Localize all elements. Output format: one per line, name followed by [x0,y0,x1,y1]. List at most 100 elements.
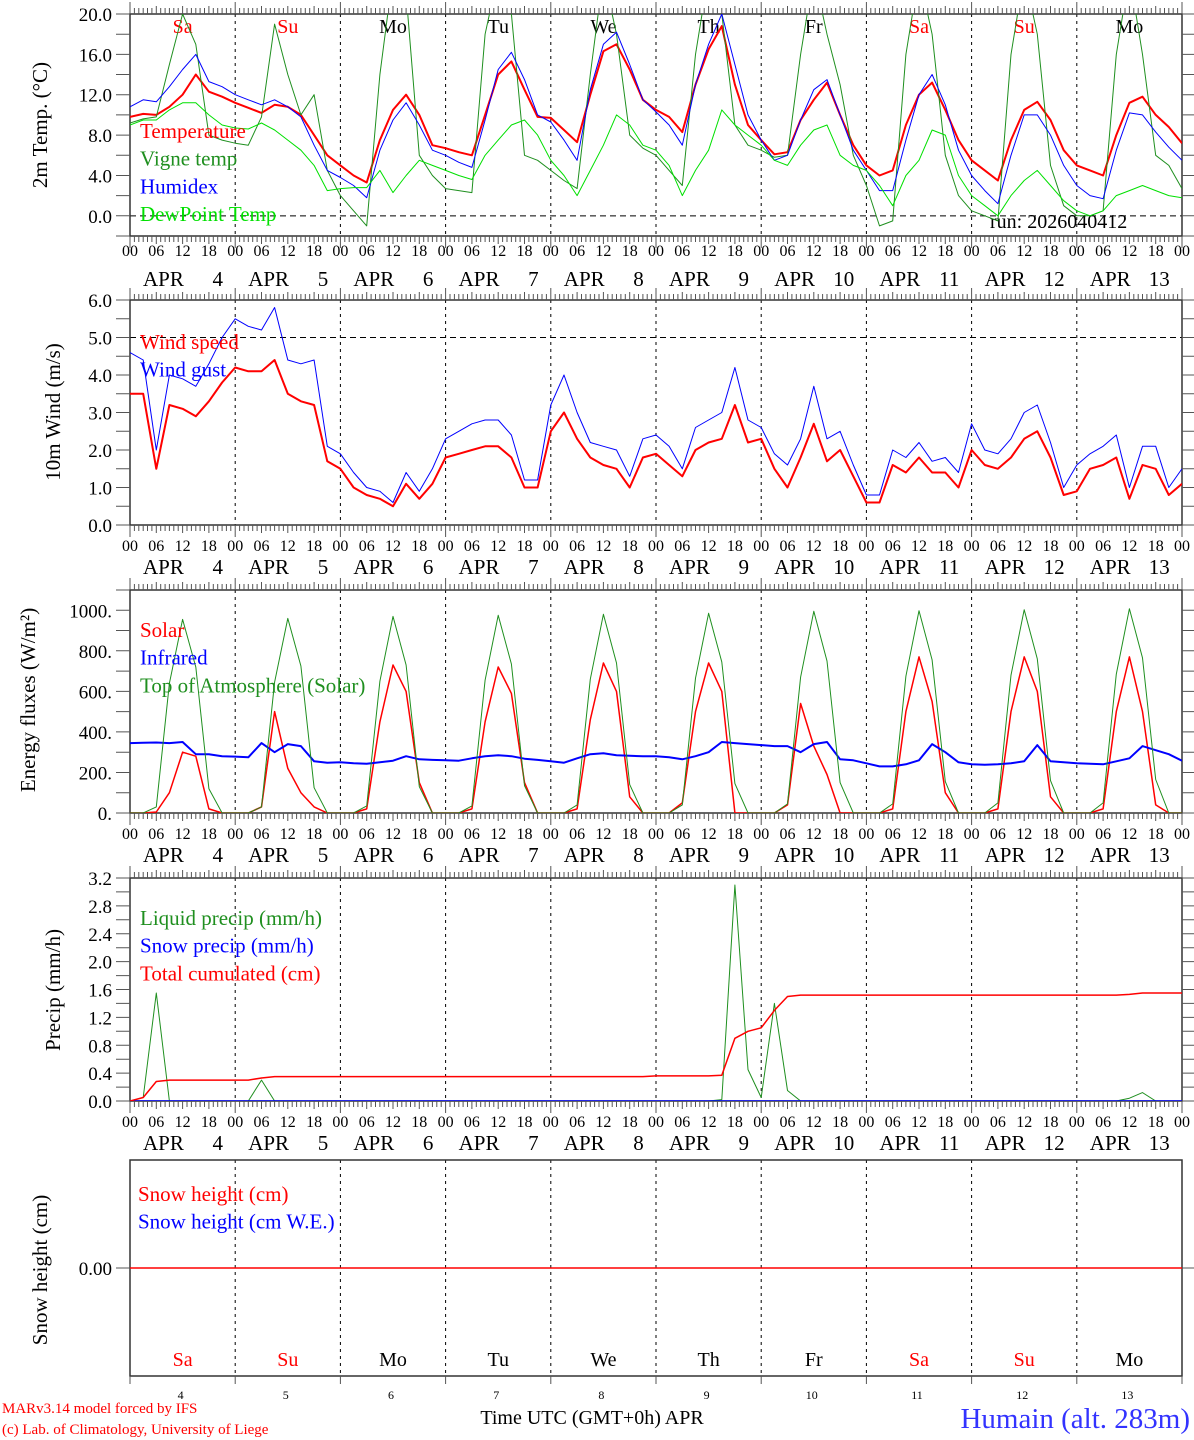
x-day-label: 6 [423,555,434,579]
x-day-label: 7 [528,555,539,579]
x-hour-label: 12 [490,538,506,555]
x-hour-label: 18 [201,826,217,843]
x-month-label: APR [353,555,394,579]
x-hour-label: 06 [464,1114,480,1131]
x-hour-label: 06 [359,1114,375,1131]
y-axis-ticks [116,877,1194,1102]
x-axis-ticks [129,2,1183,248]
legend-entry: Snow height (cm) [138,1182,288,1206]
x-hour-label: 06 [780,243,796,260]
legend-entry: Vigne temp [140,147,237,171]
x-hour-label: 06 [359,538,375,555]
series-line-wind-speed [130,359,1182,508]
y-tick-label: 4.0 [88,366,112,387]
x-hour-label: 18 [517,826,533,843]
x-month-label: APR [143,267,184,291]
y-axis-title: Energy fluxes (W/m²) [16,608,40,792]
series-line-wind-gust [130,307,1182,503]
x-hour-label: 18 [411,538,427,555]
x-day-label: 5 [318,843,329,867]
x-hour-label: 18 [306,243,322,260]
y-tick-label: 2.8 [88,897,112,918]
series-line-humidex [130,14,1182,205]
x-day-label: 8 [633,843,644,867]
x-month-label: APR [248,555,289,579]
x-month-label: APR [1090,267,1131,291]
y-tick-label: 0.0 [88,207,112,228]
x-hour-label: 12 [595,826,611,843]
x-hour-label: 12 [595,243,611,260]
x-month-label: APR [669,267,710,291]
x-month-label: APR [459,555,500,579]
x-hour-label: 00 [122,243,138,260]
x-month-label: APR [459,1131,500,1155]
station-label: Humain (alt. 283m) [960,1403,1190,1435]
x-day-label: 6 [388,1388,394,1402]
x-month-label: APR [248,267,289,291]
x-day-label: 5 [318,267,329,291]
x-hour-label: 00 [964,243,980,260]
y-axis-ticks [116,589,1194,814]
y-tick-label: 0.0 [88,516,112,537]
legend-entry: Total cumulated (cm) [140,961,320,985]
day-name-label: Su [277,1349,298,1371]
x-hour-label: 18 [517,243,533,260]
panel-5: 0.00 Snow height (cm) Sa 4 Su 5 Mo 6 Tu 7 We 8 Th 9 Fr… [28,1159,1194,1402]
x-hour-label: 12 [385,243,401,260]
x-day-label: 11 [939,843,959,867]
x-month-label: APR [353,267,394,291]
x-hour-label: 00 [1069,1114,1085,1131]
footer-credit: (c) Lab. of Climatology, University of L… [2,1422,269,1438]
x-day-label: 11 [911,1388,923,1402]
x-hour-label: 06 [254,538,270,555]
x-hour-label: 06 [359,243,375,260]
x-hour-label: 18 [727,1114,743,1131]
x-hour-label: 12 [911,243,927,260]
legend-entry: Solar [140,618,184,642]
y-tick-label: 2.0 [88,441,112,462]
x-day-label: 10 [833,555,854,579]
legend-entry: DewPoint Temp [140,202,276,226]
x-hour-label: 12 [175,538,191,555]
day-name-label: We [590,1349,616,1371]
x-hour-label: 00 [858,1114,874,1131]
x-axis-ticks [129,578,1183,825]
day-name-label: Mo [379,16,407,38]
x-month-label: APR [774,555,815,579]
y-tick-label: 8.0 [88,126,112,147]
x-hour-label: 00 [438,826,454,843]
x-month-label: APR [985,843,1026,867]
x-hour-label: 18 [937,826,953,843]
x-hour-label: 00 [1174,243,1190,260]
y-tick-label: 0. [98,804,112,825]
x-hour-label: 18 [1148,826,1164,843]
y-tick-label: 800. [79,642,112,663]
x-day-label: 11 [939,267,959,291]
x-hour-label: 06 [990,826,1006,843]
x-day-label: 6 [423,1131,434,1155]
x-month-label: APR [669,555,710,579]
x-day-label: 6 [423,843,434,867]
x-month-label: APR [459,843,500,867]
x-hour-label: 12 [701,538,717,555]
x-day-label: 10 [806,1388,818,1402]
x-month-label: APR [1090,555,1131,579]
x-hour-label: 18 [832,243,848,260]
y-tick-label: 12.0 [79,86,112,107]
x-hour-label: 00 [122,538,138,555]
day-name-label: Su [1014,1349,1035,1371]
y-tick-label: 5.0 [88,329,112,350]
x-hour-label: 06 [885,1114,901,1131]
x-hour-label: 00 [438,538,454,555]
x-hour-label: 06 [464,826,480,843]
y-tick-label: 1.0 [88,479,112,500]
x-hour-label: 12 [1121,1114,1137,1131]
x-hour-label: 12 [595,1114,611,1131]
x-month-label: APR [353,1131,394,1155]
x-day-label: 8 [633,1131,644,1155]
y-tick-label: 0.4 [88,1064,112,1085]
y-tick-label: 6.0 [88,291,112,312]
x-hour-label: 00 [964,1114,980,1131]
y-axis-ticks [116,13,1194,237]
x-hour-label: 12 [385,538,401,555]
